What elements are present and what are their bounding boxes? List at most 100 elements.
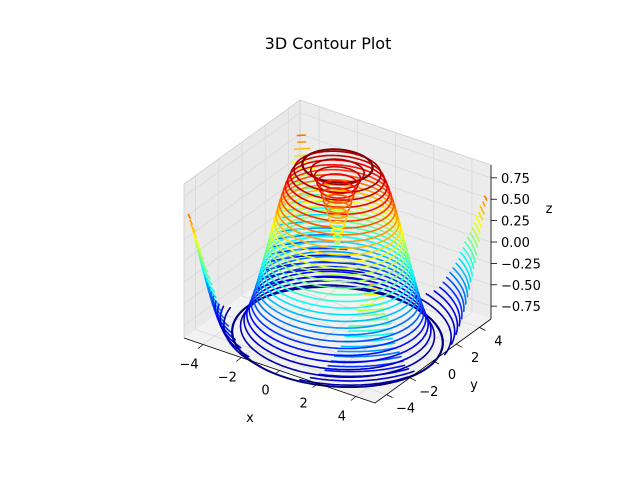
contour-line	[355, 307, 387, 312]
contour-line	[344, 332, 394, 338]
contour-line	[248, 270, 427, 357]
x-tick-label: 2	[300, 397, 308, 412]
y-tick	[386, 394, 393, 398]
contour-line	[324, 200, 351, 214]
grid-line-z-left	[183, 176, 301, 262]
contour-line	[196, 249, 206, 265]
contour-line	[438, 286, 461, 327]
x-tick-label: −2	[218, 371, 237, 386]
contour-line	[190, 223, 196, 233]
grid-line-y-floor	[265, 278, 457, 345]
contour-line	[254, 255, 421, 336]
contour-line	[469, 232, 479, 248]
contour-line	[309, 158, 366, 186]
pane-edge	[183, 99, 301, 185]
contour-line	[482, 201, 486, 207]
pane-edge	[299, 99, 492, 166]
y-tick	[409, 377, 416, 382]
grid-line-z-back	[299, 112, 492, 179]
contour-line	[297, 141, 307, 144]
contour-line	[470, 226, 480, 242]
contour-line	[296, 134, 307, 137]
contour-line	[326, 207, 349, 219]
x-tick	[312, 383, 318, 388]
contour-line	[281, 207, 331, 212]
contour-line	[459, 251, 474, 277]
y-tick-label: 4	[494, 334, 502, 349]
contour-line	[243, 279, 432, 371]
contour-line	[250, 265, 425, 350]
y-tick-label: −2	[419, 385, 438, 400]
contour-line	[309, 370, 415, 382]
contour-line	[197, 253, 209, 273]
z-tick-label: −0.50	[501, 279, 541, 294]
contour-line	[270, 204, 405, 270]
contour-line	[324, 364, 406, 373]
x-tick-label: −4	[180, 358, 199, 373]
contour-lines	[184, 120, 491, 389]
contour-line	[301, 148, 374, 184]
contour-line	[293, 150, 382, 194]
contour-line	[483, 195, 488, 201]
contour-line	[425, 293, 456, 345]
contour-line	[473, 222, 481, 235]
contour-line	[318, 180, 357, 200]
contour-line	[414, 295, 453, 356]
x-tick	[350, 396, 357, 401]
contour-line	[458, 257, 472, 283]
contour-line	[316, 173, 359, 195]
grid-line-y-floor	[195, 329, 387, 395]
contour-line	[289, 154, 386, 201]
contour-line	[335, 247, 340, 250]
grid-line-z-left	[183, 112, 301, 198]
contour-line	[462, 247, 475, 270]
z-tick-label: −0.75	[501, 300, 541, 315]
contour-line	[445, 276, 465, 313]
y-tick-label: 2	[471, 351, 479, 366]
y-tick	[479, 327, 486, 331]
z-tick-label: 0.25	[501, 215, 530, 230]
contour-line	[264, 225, 411, 296]
z-tick-label: 0.00	[501, 236, 530, 251]
y-tick-label: −4	[396, 402, 415, 417]
contour-line	[327, 214, 348, 224]
contour-line	[464, 241, 476, 264]
contour-line	[262, 230, 413, 303]
contour-line	[195, 243, 204, 260]
contour-line	[449, 271, 467, 305]
z-tick-label: 0.50	[501, 193, 530, 208]
contour-line	[252, 260, 423, 343]
x-tick-label: 4	[338, 410, 346, 425]
x-tick	[274, 370, 280, 375]
chart-title: 3D Contour Plot	[265, 34, 392, 53]
contour-line	[331, 227, 344, 235]
y-tick-label: 0	[448, 368, 456, 383]
contour-line	[452, 267, 469, 298]
x-tick-label: 0	[261, 384, 269, 399]
contour-line	[337, 346, 398, 353]
z-tick-label: 0.75	[501, 172, 530, 187]
x-tick	[197, 344, 204, 349]
z-tick-label: −0.25	[501, 257, 541, 272]
contour-line	[192, 233, 200, 246]
contour-line	[479, 205, 485, 215]
contour-line	[320, 187, 355, 204]
contour-line	[222, 306, 261, 367]
contour-line	[355, 313, 387, 317]
grid-line-z-left	[183, 133, 301, 219]
contour-line	[245, 275, 430, 364]
contour-line	[433, 290, 459, 336]
x-tick	[236, 357, 242, 362]
grid-line-z-back	[299, 133, 492, 200]
axis-ticks: −4−2024−4−20240.750.500.250.00−0.25−0.50…	[180, 165, 541, 425]
contour-line	[189, 219, 193, 225]
contour-line	[475, 215, 483, 229]
y-axis-label: y	[470, 378, 478, 393]
contour-line	[442, 281, 463, 320]
contour-line	[194, 239, 202, 252]
x-axis-label: x	[246, 411, 254, 426]
y-tick	[432, 360, 440, 365]
grid-line-z-left	[183, 155, 301, 240]
contour-line	[293, 147, 311, 151]
